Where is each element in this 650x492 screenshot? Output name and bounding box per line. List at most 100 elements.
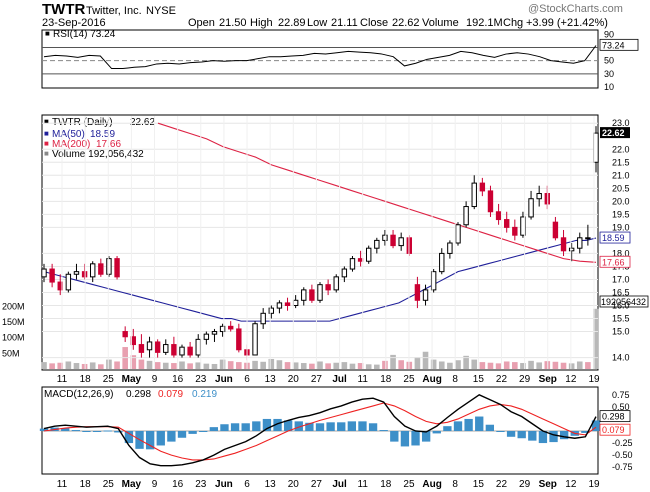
volume-bar — [382, 360, 388, 369]
macd-x-tick-label: 13 — [265, 479, 277, 490]
candle-body — [276, 302, 283, 309]
macd-histogram-bar — [400, 431, 410, 447]
macd-histogram-bar — [315, 423, 325, 431]
candle-body — [301, 289, 307, 301]
close-label: Close — [360, 17, 388, 29]
volume-tick-label: 200M — [2, 301, 25, 311]
open-label: Open — [188, 17, 215, 29]
candle-body — [333, 276, 339, 291]
macd-histogram-bar — [496, 431, 505, 432]
macd-histogram-bar — [199, 431, 208, 432]
candle-body — [228, 325, 234, 330]
price-x-tick-label: Aug — [422, 374, 441, 385]
macd-histogram-bar — [283, 420, 293, 431]
candle-body — [65, 273, 72, 291]
open-value: 21.50 — [219, 17, 247, 29]
company-name: Twitter, Inc. — [86, 5, 142, 17]
rsi-last-value-box — [599, 38, 639, 51]
macd-histogram-bar — [347, 421, 357, 431]
volume-bar — [317, 361, 323, 369]
candle-body — [560, 237, 567, 252]
volume-bar — [447, 362, 453, 369]
volume-legend-text: Volume 192,056,432 — [52, 149, 144, 160]
volume-bar — [106, 359, 112, 369]
price-last-value-box — [600, 127, 630, 139]
volume-bar — [73, 363, 80, 369]
macd-histogram-bar — [92, 431, 102, 432]
volume-bar — [512, 362, 518, 369]
macd-histogram-bar — [262, 418, 272, 431]
ma50-last-value-box — [599, 231, 631, 244]
volume-bar — [162, 362, 169, 369]
volume-bar — [292, 362, 299, 369]
volume-bar — [41, 362, 47, 369]
price-tick-label: 19.0 — [612, 222, 630, 232]
volume-bar — [398, 360, 404, 369]
macd-x-tick-label: 9 — [152, 479, 158, 490]
price-x-tick-label: 18 — [380, 374, 392, 385]
candle-body — [171, 344, 177, 356]
ticker-symbol: TWTR — [42, 1, 85, 18]
price-x-tick-label: Sep — [539, 374, 557, 385]
price-x-tick-label: May — [122, 374, 142, 385]
volume-bar — [333, 362, 340, 369]
volume-bar — [593, 308, 599, 369]
rsi-legend-marker: ■ — [45, 29, 50, 38]
macd-x-tick-label: Jun — [215, 479, 233, 490]
price-x-tick-label: 22 — [496, 374, 508, 385]
rsi-legend-text: RSI(14) 73.24 — [53, 29, 116, 40]
candle-body — [536, 193, 542, 200]
macd-x-tick-label: 8 — [452, 479, 458, 490]
volume-bar — [130, 355, 137, 369]
price-tick-label: 21.0 — [612, 170, 630, 180]
price-tick-label: 21.5 — [612, 157, 630, 167]
macd-legend-hist: 0.219 — [192, 389, 217, 400]
volume-tick-label: 50M — [2, 348, 20, 358]
volume-bar — [503, 361, 510, 369]
volume-bar — [520, 363, 526, 369]
macd-line — [43, 394, 597, 467]
volume-last-value-box — [599, 295, 649, 308]
volume-bar — [536, 362, 542, 369]
rsi-last-value: 73.24 — [602, 40, 625, 50]
macd-histogram-bar — [464, 418, 473, 431]
candle-body — [260, 312, 266, 325]
candle-body — [41, 268, 47, 278]
high-label: High — [250, 17, 273, 29]
candle-body — [284, 302, 291, 307]
macd-histogram-bar — [39, 428, 49, 431]
price-tick-label: 16.5 — [612, 287, 630, 297]
candle-body — [90, 263, 96, 278]
candle-body — [520, 216, 526, 236]
volume-bar — [438, 361, 445, 369]
price-tick-label: 22.0 — [612, 144, 630, 154]
candle-body — [292, 299, 299, 306]
price-x-tick-label: 29 — [519, 374, 531, 385]
macd-histogram-bar — [230, 423, 240, 431]
candle-body — [122, 331, 128, 338]
volume-bar — [187, 363, 193, 369]
volume-bar — [154, 362, 161, 369]
price-tick-label: 17.0 — [612, 274, 630, 284]
change-value: +3.99 (+21.42%) — [526, 17, 608, 29]
candle-body — [528, 198, 534, 218]
candle-body — [471, 182, 477, 208]
macd-legend-signal: 0.079 — [158, 389, 183, 400]
price-x-tick-label: Jul — [332, 374, 347, 385]
rsi-legend: ■ RSI(14) 73.24 — [45, 29, 116, 40]
candle-body — [512, 226, 518, 236]
candle-body — [495, 211, 502, 221]
macd-x-tick-label: 18 — [80, 479, 92, 490]
candle-body — [568, 247, 575, 252]
macd-histogram-bar — [421, 431, 431, 442]
macd-signal-last-value-box — [599, 423, 631, 436]
macd-x-tick-label: 19 — [588, 479, 600, 490]
volume-bar — [585, 362, 591, 369]
volume-bar — [463, 355, 469, 369]
volume-bar — [568, 363, 575, 369]
candle-body — [447, 242, 453, 254]
macd-histogram-bar — [241, 423, 250, 431]
price-x-tick-label: 11 — [57, 374, 68, 385]
candle-body — [349, 258, 356, 270]
